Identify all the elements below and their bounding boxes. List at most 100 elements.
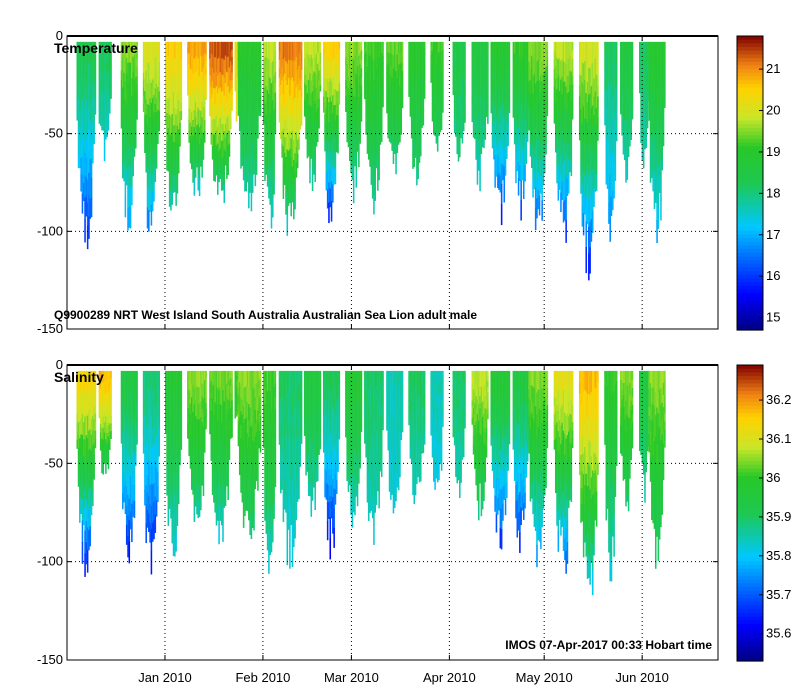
data-cell <box>371 59 374 78</box>
data-cell <box>520 200 522 221</box>
colorbar-frame <box>736 35 764 331</box>
data-cell <box>272 61 274 82</box>
data-cell <box>122 87 124 103</box>
data-cell <box>459 92 461 107</box>
data-cell <box>217 75 219 94</box>
data-cell <box>189 82 192 97</box>
data-cell <box>209 405 211 414</box>
data-cell <box>542 89 545 106</box>
data-cell <box>627 92 630 107</box>
data-cell <box>649 73 652 90</box>
data-cell <box>209 91 211 100</box>
data-cell <box>516 127 519 143</box>
data-cell <box>540 75 542 93</box>
data-cell <box>106 94 108 106</box>
data-cell <box>167 41 170 57</box>
data-cell <box>149 117 151 137</box>
data-cell <box>190 55 193 71</box>
data-cell <box>515 57 517 74</box>
data-cell <box>82 41 85 60</box>
data-cell <box>282 437 285 456</box>
data-cell <box>135 412 137 424</box>
data-cell <box>81 435 84 457</box>
data-cell <box>88 151 90 174</box>
data-cell <box>125 447 128 468</box>
colorbar-strip <box>737 54 763 59</box>
data-cell <box>410 105 413 118</box>
data-cell <box>416 137 418 154</box>
data-cell <box>291 457 294 481</box>
data-cell <box>249 389 251 408</box>
data-cell <box>651 87 653 103</box>
data-cell <box>120 370 123 380</box>
data-cell <box>520 81 522 102</box>
data-cell <box>101 416 103 428</box>
data-cell <box>528 61 530 72</box>
data-cell <box>542 57 545 75</box>
data-cell <box>332 77 334 96</box>
data-cell <box>345 72 347 82</box>
data-cell <box>350 99 352 116</box>
colorbar-strip <box>737 91 763 96</box>
data-cell <box>408 66 410 73</box>
data-cell <box>374 94 377 113</box>
data-cell <box>533 90 536 108</box>
data-cell <box>409 58 412 68</box>
data-cell <box>240 97 242 113</box>
data-cell <box>153 464 155 484</box>
data-cell <box>231 87 233 96</box>
data-cell <box>300 403 303 412</box>
data-cell <box>367 80 370 95</box>
data-cell <box>245 401 247 418</box>
data-cell <box>401 71 404 79</box>
data-cell <box>534 125 537 147</box>
data-cell <box>373 175 375 196</box>
data-cell <box>590 64 593 87</box>
data-cell <box>631 93 634 103</box>
data-cell <box>654 59 657 79</box>
data-cell <box>254 153 257 171</box>
data-cell <box>135 100 137 114</box>
data-cell <box>525 95 528 110</box>
data-cell <box>520 160 522 181</box>
data-cell <box>310 132 313 146</box>
data-cell <box>246 417 249 434</box>
data-cell <box>154 496 157 515</box>
data-cell <box>214 449 216 466</box>
data-cell <box>295 162 298 178</box>
data-cell <box>188 427 190 438</box>
data-cell <box>248 403 250 422</box>
data-cell <box>240 83 242 99</box>
data-cell <box>540 58 542 76</box>
data-cell <box>304 413 306 422</box>
data-cell <box>220 405 223 423</box>
data-cell <box>217 503 219 521</box>
data-cell <box>431 77 434 87</box>
data-cell <box>299 402 302 414</box>
data-cell <box>93 382 95 396</box>
data-cell <box>658 92 661 110</box>
data-cell <box>502 164 504 181</box>
data-cell <box>476 41 479 59</box>
data-cell <box>283 41 286 59</box>
data-cell <box>517 75 520 94</box>
data-cell <box>219 41 222 58</box>
data-cell <box>621 62 623 74</box>
data-cell <box>76 405 79 415</box>
data-cell <box>224 430 227 447</box>
data-cell <box>238 81 241 92</box>
data-cell <box>205 415 207 423</box>
data-cell <box>662 88 665 101</box>
data-cell <box>283 432 286 449</box>
data-cell <box>349 81 351 96</box>
data-cell <box>240 424 242 439</box>
data-cell <box>513 109 516 122</box>
data-cell <box>641 120 644 135</box>
data-cell <box>197 419 200 437</box>
data-cell <box>379 41 382 54</box>
data-cell <box>272 370 274 391</box>
data-cell <box>290 157 292 178</box>
data-cell <box>609 196 611 220</box>
data-cell <box>282 163 285 182</box>
data-cell <box>177 415 180 431</box>
